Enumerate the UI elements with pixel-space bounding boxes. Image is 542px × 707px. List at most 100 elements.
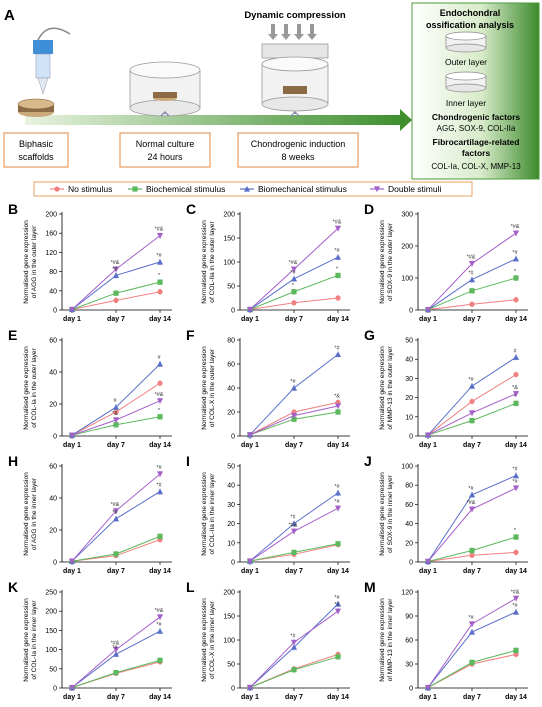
significance-label: *	[514, 394, 517, 400]
data-point	[156, 398, 164, 404]
data-point	[112, 515, 120, 522]
data-point	[290, 275, 298, 282]
y-axis-label: Normalised gene expression	[201, 472, 208, 556]
data-point	[334, 600, 342, 607]
significance-label: *#&	[155, 227, 164, 233]
data-point	[156, 614, 164, 621]
pipette-icon	[33, 27, 71, 95]
x-tick-label: day 1	[419, 442, 437, 449]
x-tick-label: day 1	[419, 694, 437, 701]
significance-label: *#	[512, 603, 518, 609]
series-double-stimuli	[68, 232, 164, 313]
y-tick-label: 0	[409, 434, 413, 441]
significance-label: *#&	[111, 260, 120, 266]
panel-letter: B	[8, 201, 18, 217]
data-point	[113, 290, 119, 296]
significance-label: *#	[512, 250, 518, 256]
data-point	[512, 472, 520, 479]
y-tick-label: 20	[227, 410, 235, 417]
significance-label: *#&	[333, 219, 342, 225]
significance-label: *#	[512, 467, 518, 473]
legend-item: Biochemical stimulus	[128, 184, 225, 194]
significance-label: *#&	[467, 255, 476, 261]
y-tick-label: 100	[45, 647, 57, 654]
y-tick-label: 0	[231, 434, 235, 441]
y-tick-label: 20	[49, 528, 57, 535]
x-tick-label: day 14	[505, 568, 527, 575]
data-point	[112, 404, 120, 410]
data-point	[112, 647, 120, 653]
y-tick-label: 50	[405, 338, 413, 345]
data-point	[246, 558, 254, 565]
data-point	[469, 301, 475, 307]
y-tick-label: 60	[405, 502, 413, 509]
significance-label: *#	[334, 499, 340, 505]
data-point	[512, 391, 520, 397]
y-tick-label: 0	[53, 560, 57, 567]
y-tick-label: 160	[45, 231, 57, 238]
panel-letter: G	[364, 327, 375, 343]
x-tick-label: day 7	[107, 568, 125, 575]
x-tick-label: day 14	[149, 568, 171, 575]
y-axis-label: Normalised gene expression	[379, 472, 386, 556]
x-tick-label: day 14	[505, 694, 527, 701]
data-point	[112, 272, 120, 279]
data-point	[468, 276, 476, 283]
data-point	[157, 380, 163, 386]
y-tick-label: 20	[405, 540, 413, 547]
chart-panel-j: J Normalised gene expression of SOX-9 in t…	[364, 453, 528, 575]
y-axis-label: Normalised gene expression	[23, 220, 30, 304]
series-biomechanical-stimulus	[424, 472, 520, 565]
y-tick-label: 100	[401, 276, 413, 283]
significance-label: *#	[156, 253, 162, 259]
data-point	[157, 657, 163, 663]
series-biomechanical-stimulus	[68, 628, 164, 691]
y-axis-label: of COL-Ia in the inner layer	[31, 600, 38, 680]
data-point	[335, 541, 341, 547]
fibro-title: factors	[462, 148, 491, 158]
data-point	[246, 684, 254, 691]
y-tick-label: 30	[405, 662, 413, 669]
y-axis-label: Normalised gene expression	[23, 472, 30, 556]
series-biomechanical-stimulus	[424, 354, 520, 438]
data-point	[113, 551, 119, 557]
data-point	[424, 307, 432, 313]
x-tick-label: day 1	[419, 316, 437, 323]
series-biochemical-stimulus	[425, 400, 519, 438]
series-biomechanical-stimulus	[246, 351, 342, 438]
significance-label: #	[157, 355, 161, 361]
data-point	[290, 528, 298, 535]
x-tick-label: day 1	[241, 316, 259, 323]
significance-label: *#	[334, 248, 340, 254]
significance-label: *#	[290, 270, 296, 276]
y-tick-label: 50	[227, 464, 235, 471]
step-box-chondrogenic: Chondrogenic induction 8 weeks	[237, 132, 359, 168]
significance-label: *	[514, 528, 517, 534]
x-tick-label: day 14	[149, 694, 171, 701]
y-tick-label: 40	[227, 483, 235, 490]
y-axis-label: of MMP-13 in the outer layer	[387, 346, 394, 430]
data-point	[68, 432, 76, 439]
series-double-stimuli	[424, 595, 520, 691]
x-tick-label: day 7	[463, 442, 481, 449]
data-point	[513, 549, 519, 556]
significance-label: *#	[334, 595, 340, 601]
x-tick-label: day 7	[285, 316, 303, 323]
legend-label: Double stimuli	[388, 184, 441, 194]
data-point	[290, 520, 298, 527]
data-point	[157, 414, 163, 420]
data-point	[68, 558, 76, 565]
data-point	[290, 639, 298, 646]
data-point	[424, 558, 432, 565]
x-tick-label: day 7	[285, 442, 303, 449]
chondro-title: Chondrogenic factors	[432, 112, 521, 122]
y-tick-label: 20	[405, 395, 413, 402]
x-tick-label: day 14	[505, 316, 527, 323]
data-point	[334, 254, 342, 260]
series-double-stimuli	[68, 613, 164, 691]
y-tick-label: 200	[45, 212, 57, 219]
y-axis-label: Normalised gene expression	[201, 598, 208, 682]
data-point	[424, 432, 432, 439]
data-point	[157, 279, 163, 285]
